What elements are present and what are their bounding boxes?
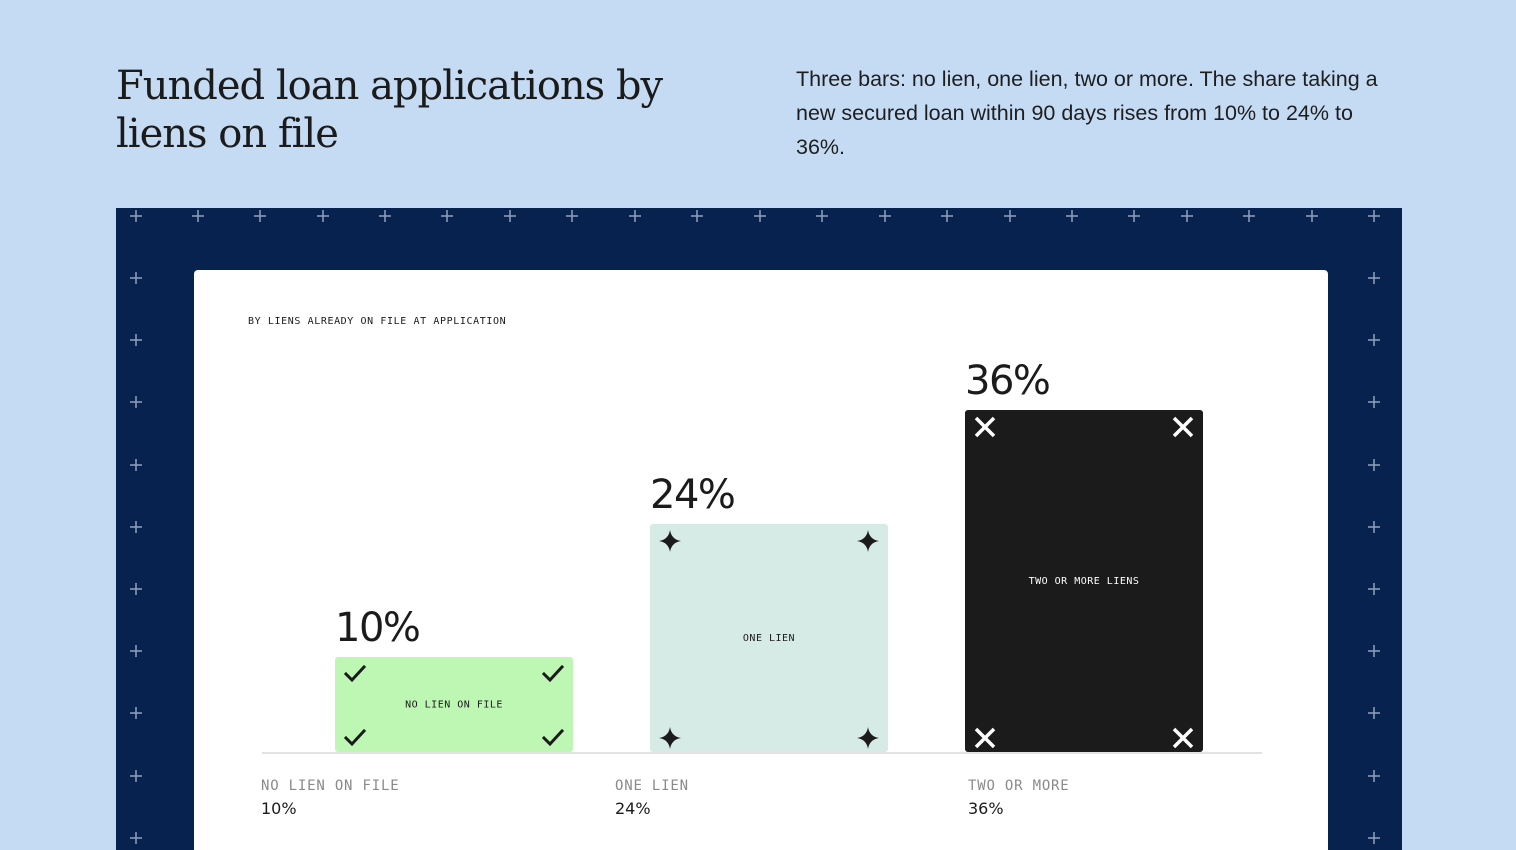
bar-group: ONE LIEN 24% [650,472,888,752]
check-icon [541,728,565,747]
plus-pattern [130,210,1380,844]
category-footer-one-lien: ONE LIEN 24% [615,778,689,818]
bar-inner-label: TWO OR MORE LIENS [1029,576,1140,587]
check-icon [343,664,367,683]
pattern-plus-icon [1368,210,1380,222]
pattern-plus-icon [816,210,828,222]
bar [335,657,573,752]
pattern-plus-icon [130,459,142,471]
plus-icon [659,530,681,552]
check-icon [541,664,565,683]
pattern-plus-icon [130,645,142,657]
pattern-plus-icon [130,396,142,408]
bar-inner-label: ONE LIEN [743,633,795,644]
bar-inner-label: NO LIEN ON FILE [405,700,503,711]
category-footer-two-or-more: TWO OR MORE 36% [968,778,1070,818]
pattern-plus-icon [1306,210,1318,222]
category-value: 10% [261,799,297,818]
pattern-plus-icon [130,583,142,595]
pattern-plus-icon [130,832,142,844]
pattern-plus-icon [130,770,142,782]
bar-group: NO LIEN ON FILE 10% [335,605,573,752]
pattern-plus-icon [130,272,142,284]
chart-card: BY LIENS ALREADY ON FILE AT APPLICATION … [194,270,1328,850]
plus-icon [857,530,879,552]
page-title: Funded loan applications by liens on fil… [116,63,663,157]
x-icon [974,416,996,438]
chart-frame: BY LIENS ALREADY ON FILE AT APPLICATION … [116,208,1402,850]
pattern-plus-icon [1368,459,1380,471]
pattern-plus-icon [1368,521,1380,533]
pattern-plus-icon [691,210,703,222]
pattern-plus-icon [1128,210,1140,222]
pattern-plus-icon [1004,210,1016,222]
pattern-plus-icon [1368,770,1380,782]
pattern-plus-icon [254,210,266,222]
pattern-plus-icon [1368,832,1380,844]
value-label: 10% [335,605,419,651]
pattern-plus-icon [1181,210,1193,222]
category-name: TWO OR MORE [968,778,1070,794]
pattern-plus-icon [192,210,204,222]
pattern-plus-icon [941,210,953,222]
pattern-plus-icon [629,210,641,222]
pattern-plus-icon [441,210,453,222]
pattern-plus-icon [1243,210,1255,222]
plus-icon [659,727,681,749]
pattern-plus-icon [1368,334,1380,346]
pattern-plus-icon [379,210,391,222]
value-label: 36% [965,358,1049,404]
pattern-plus-icon [504,210,516,222]
pattern-plus-icon [1368,645,1380,657]
pattern-plus-icon [1066,210,1078,222]
pattern-plus-icon [879,210,891,222]
pattern-plus-icon [130,521,142,533]
bar-chart: NO LIEN ON FILE 10% ONE LIEN 24% TWO OR MORE… [262,358,1262,754]
pattern-plus-icon [1368,272,1380,284]
pattern-plus-icon [317,210,329,222]
category-value: 36% [968,799,1004,818]
check-icon [343,728,367,747]
pattern-plus-icon [566,210,578,222]
bar [965,410,1203,752]
x-icon [1172,727,1194,749]
pattern-plus-icon [1368,707,1380,719]
pattern-plus-icon [1368,396,1380,408]
category-name: ONE LIEN [615,778,689,794]
pattern-plus-icon [130,707,142,719]
pattern-plus-icon [1368,583,1380,595]
value-label: 24% [650,472,734,518]
plus-icon [857,727,879,749]
x-icon [974,727,996,749]
category-value: 24% [615,799,651,818]
category-name: NO LIEN ON FILE [261,778,400,794]
bar [650,524,888,752]
bar-group: TWO OR MORE LIENS 36% [965,358,1203,752]
page-description: Three bars: no lien, one lien, two or mo… [796,67,1378,159]
chart-subtitle: BY LIENS ALREADY ON FILE AT APPLICATION [248,316,507,327]
x-icon [1172,416,1194,438]
category-footer-no-lien: NO LIEN ON FILE 10% [261,778,399,818]
pattern-plus-icon [130,210,142,222]
pattern-plus-icon [130,334,142,346]
pattern-plus-icon [754,210,766,222]
